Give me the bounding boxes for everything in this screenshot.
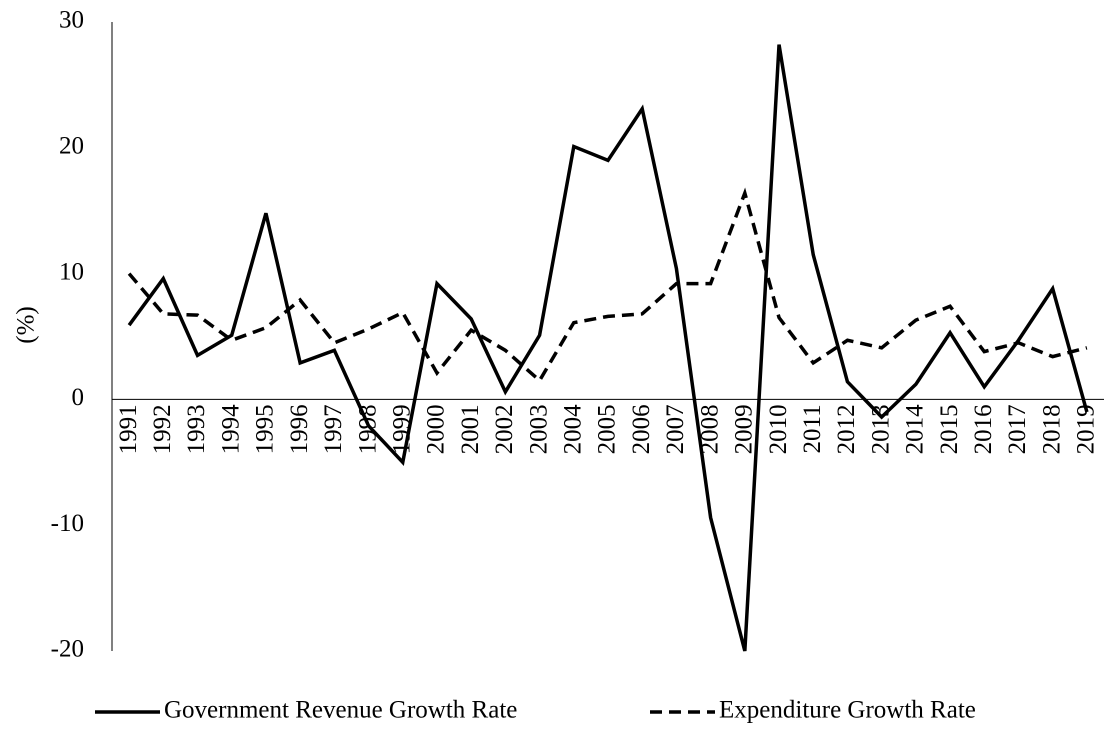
x-tick-label: 2012 <box>833 404 860 454</box>
x-tick-label: 1997 <box>320 404 347 454</box>
x-tick-label: 2010 <box>765 404 792 454</box>
x-tick-label: 2002 <box>491 404 518 454</box>
x-tick-label: 2000 <box>423 404 450 454</box>
x-tick-label: 2019 <box>1073 404 1100 454</box>
y-tick-label: 10 <box>59 258 84 285</box>
x-tick-label: 1995 <box>252 404 279 454</box>
y-tick-label: 30 <box>59 7 84 34</box>
x-tick-label: 1991 <box>115 404 142 454</box>
x-tick-label: 2006 <box>628 404 655 454</box>
x-tick-label: 2014 <box>902 404 929 455</box>
x-tick-label: 1993 <box>183 404 210 454</box>
x-tick-label: 2018 <box>1038 404 1065 454</box>
x-tick-label: 1996 <box>286 404 313 454</box>
legend-label: Government Revenue Growth Rate <box>164 697 517 724</box>
y-axis-label: (%) <box>13 306 40 343</box>
y-tick-label: 0 <box>72 384 85 411</box>
x-tick-label: 1998 <box>354 404 381 454</box>
x-tick-label: 2016 <box>970 404 997 454</box>
x-tick-label: 2013 <box>867 404 894 454</box>
x-tick-label: 1994 <box>217 404 244 455</box>
x-tick-label: 2011 <box>799 404 826 453</box>
x-tick-label: 1992 <box>149 404 176 454</box>
y-tick-label: -20 <box>51 636 84 663</box>
x-tick-label: 2007 <box>662 404 689 454</box>
x-tick-label: 2005 <box>594 404 621 454</box>
x-tick-label: 2004 <box>560 404 587 455</box>
x-tick-label: 2009 <box>731 404 758 454</box>
y-tick-label: -10 <box>51 510 84 537</box>
x-tick-label: 2015 <box>936 404 963 454</box>
series-line <box>127 187 1088 384</box>
legend-label: Expenditure Growth Rate <box>719 697 976 724</box>
x-tick-label: 2003 <box>525 404 552 454</box>
x-tick-label: 2001 <box>457 404 484 454</box>
y-tick-label: 20 <box>59 133 84 160</box>
x-tick-label: 2017 <box>1004 404 1031 454</box>
series-line <box>127 44 1089 652</box>
